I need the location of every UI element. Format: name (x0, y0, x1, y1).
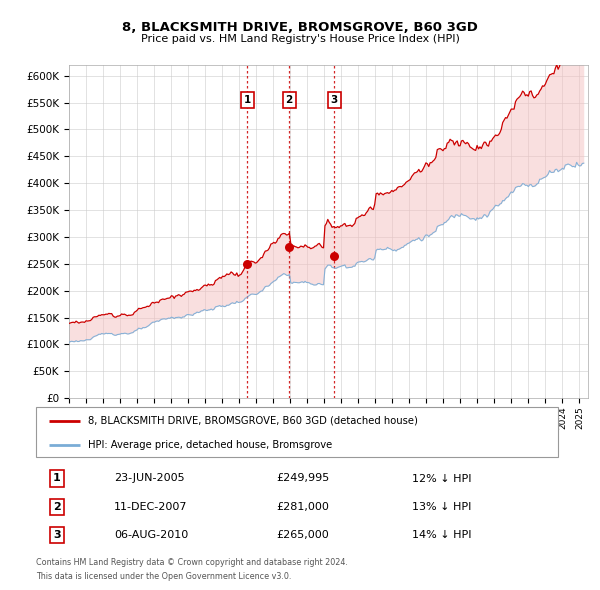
Text: 14% ↓ HPI: 14% ↓ HPI (412, 530, 472, 540)
Text: £265,000: £265,000 (276, 530, 329, 540)
Text: 2: 2 (286, 95, 293, 105)
Text: 1: 1 (53, 474, 61, 483)
Text: 06-AUG-2010: 06-AUG-2010 (114, 530, 188, 540)
Text: This data is licensed under the Open Government Licence v3.0.: This data is licensed under the Open Gov… (36, 572, 292, 581)
Text: 1: 1 (244, 95, 251, 105)
Text: 3: 3 (331, 95, 338, 105)
Text: Contains HM Land Registry data © Crown copyright and database right 2024.: Contains HM Land Registry data © Crown c… (36, 558, 348, 566)
Text: 23-JUN-2005: 23-JUN-2005 (114, 474, 185, 483)
Text: £249,995: £249,995 (276, 474, 329, 483)
Text: 2: 2 (53, 502, 61, 512)
Text: Price paid vs. HM Land Registry's House Price Index (HPI): Price paid vs. HM Land Registry's House … (140, 34, 460, 44)
Text: 8, BLACKSMITH DRIVE, BROMSGROVE, B60 3GD (detached house): 8, BLACKSMITH DRIVE, BROMSGROVE, B60 3GD… (88, 415, 418, 425)
Text: 11-DEC-2007: 11-DEC-2007 (114, 502, 188, 512)
Text: 12% ↓ HPI: 12% ↓ HPI (412, 474, 472, 483)
Text: 13% ↓ HPI: 13% ↓ HPI (412, 502, 471, 512)
Text: HPI: Average price, detached house, Bromsgrove: HPI: Average price, detached house, Brom… (88, 440, 332, 450)
FancyBboxPatch shape (36, 407, 558, 457)
Text: 8, BLACKSMITH DRIVE, BROMSGROVE, B60 3GD: 8, BLACKSMITH DRIVE, BROMSGROVE, B60 3GD (122, 21, 478, 34)
Text: 3: 3 (53, 530, 61, 540)
Text: £281,000: £281,000 (276, 502, 329, 512)
